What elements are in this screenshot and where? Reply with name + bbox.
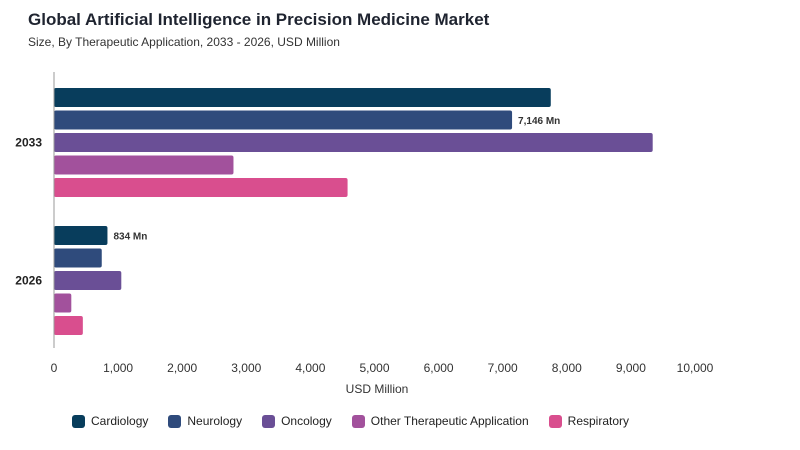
legend-item-neurology: Neurology [168, 414, 242, 428]
bar-2033-cardiology [54, 88, 551, 107]
x-tick-label: 8,000 [552, 361, 582, 375]
bar-2026-respiratory [54, 316, 83, 335]
bar-2033-oncology [54, 133, 653, 152]
x-tick-label: 4,000 [295, 361, 325, 375]
bar-2033-respiratory [54, 178, 348, 197]
x-tick-label: 3,000 [231, 361, 261, 375]
legend-item-cardiology: Cardiology [72, 414, 148, 428]
legend-swatch [72, 414, 85, 428]
x-axis-title: USD Million [346, 382, 409, 396]
bar-2026-other-therapeutic-application [54, 293, 72, 313]
legend-label: Neurology [187, 414, 243, 428]
legend-item-oncology: Oncology [262, 414, 332, 428]
x-tick-label: 2,000 [167, 361, 197, 375]
data-label-2033-neurology: 7,146 Mn [518, 116, 560, 127]
category-label-2026: 2026 [15, 274, 42, 288]
legend-swatch [168, 414, 182, 428]
x-tick-label: 7,000 [488, 361, 518, 375]
legend-swatch [351, 414, 365, 428]
data-label-2026-cardiology: 834 Mn [113, 232, 147, 243]
bar-2033-neurology [54, 110, 513, 130]
legend-swatch [262, 414, 276, 428]
legend-item-respiratory: Respiratory [548, 414, 630, 428]
x-tick-label: 6,000 [424, 361, 454, 375]
legend-label: Respiratory [567, 414, 630, 428]
chart-legend: Cardiology Neurology Oncology Other Therape… [72, 414, 649, 428]
legend-label: Oncology [281, 414, 332, 428]
legend-label: Other Therapeutic Application [370, 414, 529, 428]
x-tick-label: 1,000 [103, 361, 133, 375]
x-tick-label: 0 [51, 361, 58, 375]
category-label-2033: 2033 [15, 136, 42, 150]
bar-2026-cardiology [54, 226, 108, 245]
bar-2026-neurology [54, 248, 102, 268]
x-tick-label: 5,000 [359, 361, 389, 375]
legend-label: Cardiology [91, 414, 149, 428]
legend-swatch [548, 414, 562, 428]
bar-2033-other-therapeutic-application [54, 155, 234, 175]
x-tick-label: 10,000 [677, 361, 714, 375]
x-tick-label: 9,000 [616, 361, 646, 375]
legend-item-other-therapeutic-application: Other Therapeutic Application [351, 414, 529, 428]
chart-title: Global Artificial Intelligence in Precis… [28, 10, 490, 29]
chart-subtitle: Size, By Therapeutic Application, 2033 -… [28, 35, 340, 49]
bar-chart: 2033 2026 7,146 Mn 834 Mn 0 1,000 2,000 3,000 4… [15, 72, 714, 396]
bar-2026-oncology [54, 271, 122, 290]
